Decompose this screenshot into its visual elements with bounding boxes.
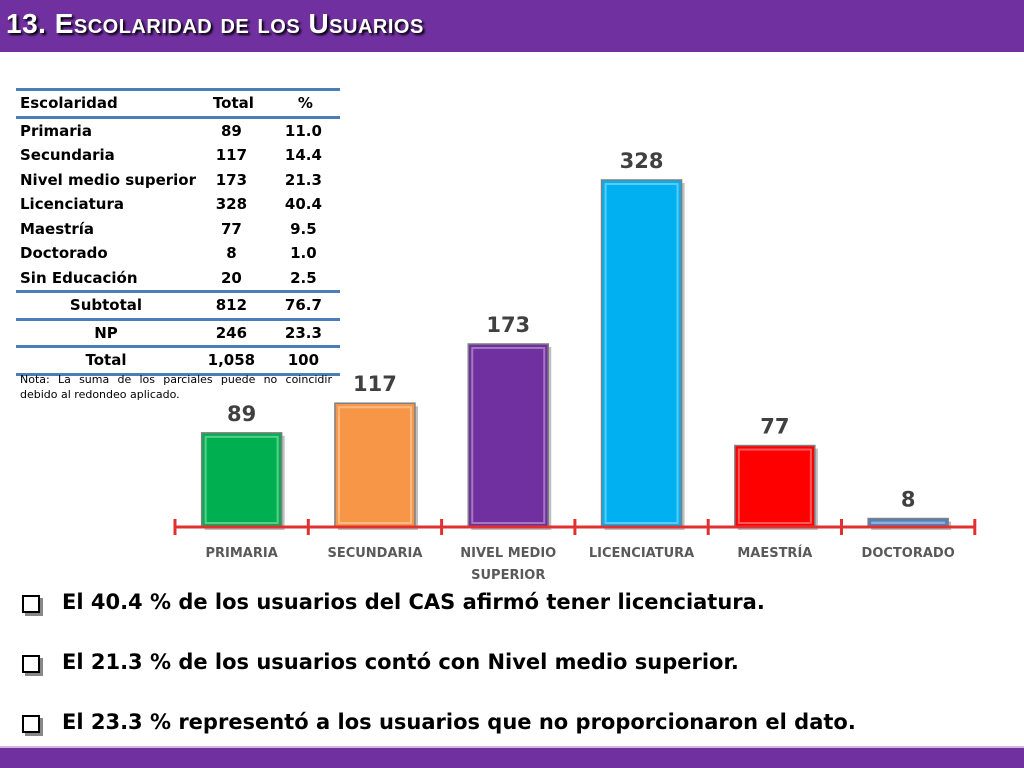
table-row: Maestría 77 9.5	[16, 217, 340, 242]
table-cell: 21.3	[284, 170, 322, 189]
data-label: 173	[486, 313, 530, 337]
bar-group	[734, 444, 818, 530]
table-row: Licenciatura 328 40.4	[16, 192, 340, 217]
table-cell: Primaria	[20, 121, 92, 140]
table-header-cell: Total	[195, 88, 267, 119]
bar-bevel	[604, 183, 679, 524]
table-summary-row: NP 246 23.3	[16, 319, 340, 348]
table-header-row: Escolaridad Total %	[16, 88, 340, 119]
data-label: 8	[901, 488, 916, 512]
bullet-item: El 40.4 % de los usuarios del CAS afirmó…	[22, 586, 1012, 646]
table-cell: 40.4	[284, 195, 322, 214]
footer-bar	[0, 746, 1024, 768]
table-row: Primaria 89 11.0	[16, 117, 340, 143]
bar-group	[467, 343, 552, 530]
bar-bevel	[204, 435, 279, 524]
bar	[734, 444, 816, 528]
table-row: Sin Educación 20 2.5	[16, 265, 340, 293]
education-table: Escolaridad Total % Primaria 89 11.0 Sec…	[16, 88, 340, 376]
x-tick-label: PRIMARIA	[206, 546, 278, 561]
bar-group	[600, 179, 685, 530]
x-tick-label: NIVEL MEDIO	[460, 546, 556, 561]
data-label: 89	[227, 402, 256, 426]
table-cell: Licenciatura	[20, 195, 124, 214]
table-cell: Doctorado	[20, 244, 108, 263]
table-cell: 117	[215, 146, 248, 165]
table-header-cell: %	[266, 88, 340, 119]
slide-title: 13. Escolaridad de los Usuarios	[6, 8, 424, 39]
table-cell: 9.5	[290, 219, 317, 238]
table-cell: Nivel medio superior	[20, 170, 196, 189]
checkbox-bullet-icon	[22, 595, 40, 613]
bar	[600, 179, 683, 528]
bullet-item: El 21.3 % de los usuarios contó con Nive…	[22, 646, 1012, 706]
table-cell: 8	[226, 244, 237, 263]
x-tick-label: LICENCIATURA	[589, 546, 694, 561]
table-cell: 812	[195, 291, 267, 321]
bar-chart: 89 PRIMARIA 117 SECUNDARIA 173 NIVEL MEDIO SUP…	[173, 149, 977, 583]
table-cell: Total	[16, 346, 196, 376]
table-cell: 328	[215, 195, 248, 214]
footer-divider	[0, 746, 1024, 748]
bar-bevel	[471, 346, 546, 525]
bullet-list: El 40.4 % de los usuarios del CAS afirmó…	[22, 586, 1012, 766]
bullet-item: El 23.3 % representó a los usuarios que …	[22, 706, 1012, 766]
title-bar: 13. Escolaridad de los Usuarios	[0, 0, 1024, 52]
bar-bevel	[737, 448, 812, 525]
data-label: 77	[760, 415, 789, 439]
table-row: Nivel medio superior 173 21.3	[16, 168, 340, 193]
table-cell: Maestría	[20, 219, 94, 238]
table-cell: 76.7	[266, 291, 340, 321]
checkbox-bullet-icon	[22, 655, 40, 673]
table-cell: 77	[220, 219, 242, 238]
table-cell: NP	[16, 319, 196, 348]
data-label: 328	[620, 149, 664, 173]
table-summary-row: Subtotal 812 76.7	[16, 291, 340, 321]
checkbox-bullet-icon	[22, 715, 40, 733]
data-label: 117	[353, 372, 397, 396]
bar-group	[200, 432, 285, 530]
table-cell: 1.0	[290, 244, 317, 263]
table-note: Nota: La suma de los parciales puede no …	[20, 373, 332, 401]
bar-bevel	[337, 406, 412, 524]
table-summary-row: Total 1,058 100	[16, 346, 340, 376]
bullet-text: El 40.4 % de los usuarios del CAS afirmó…	[62, 590, 765, 614]
bar	[334, 402, 416, 528]
table-cell: 246	[195, 319, 267, 348]
table-cell: Subtotal	[16, 291, 196, 321]
table-cell: 20	[195, 265, 267, 293]
table-cell: 23.3	[266, 319, 340, 348]
bar	[200, 432, 283, 528]
table-cell: Secundaria	[20, 146, 115, 165]
table-cell: 173	[215, 170, 248, 189]
x-tick-label: DOCTORADO	[862, 546, 955, 561]
table-cell: 2.5	[266, 265, 340, 293]
table-cell: 11.0	[284, 121, 322, 140]
table-cell: 100	[266, 346, 340, 376]
table-cell: Sin Educación	[16, 265, 196, 293]
table-header-cell: Escolaridad	[16, 88, 196, 119]
x-tick-label: SUPERIOR	[471, 568, 545, 583]
bar	[467, 343, 549, 528]
table-row: Doctorado 8 1.0	[16, 241, 340, 266]
bullet-text: El 21.3 % de los usuarios contó con Nive…	[62, 650, 739, 674]
table-cell: 14.4	[284, 146, 322, 165]
bar-group	[334, 402, 418, 530]
bullet-text: El 23.3 % representó a los usuarios que …	[62, 710, 856, 734]
table-cell: 1,058	[195, 346, 267, 376]
x-tick-label: SECUNDARIA	[327, 546, 422, 561]
table-cell: 89	[220, 121, 242, 140]
x-tick-label: MAESTRÍA	[737, 545, 812, 561]
table-row: Secundaria 117 14.4	[16, 143, 340, 168]
